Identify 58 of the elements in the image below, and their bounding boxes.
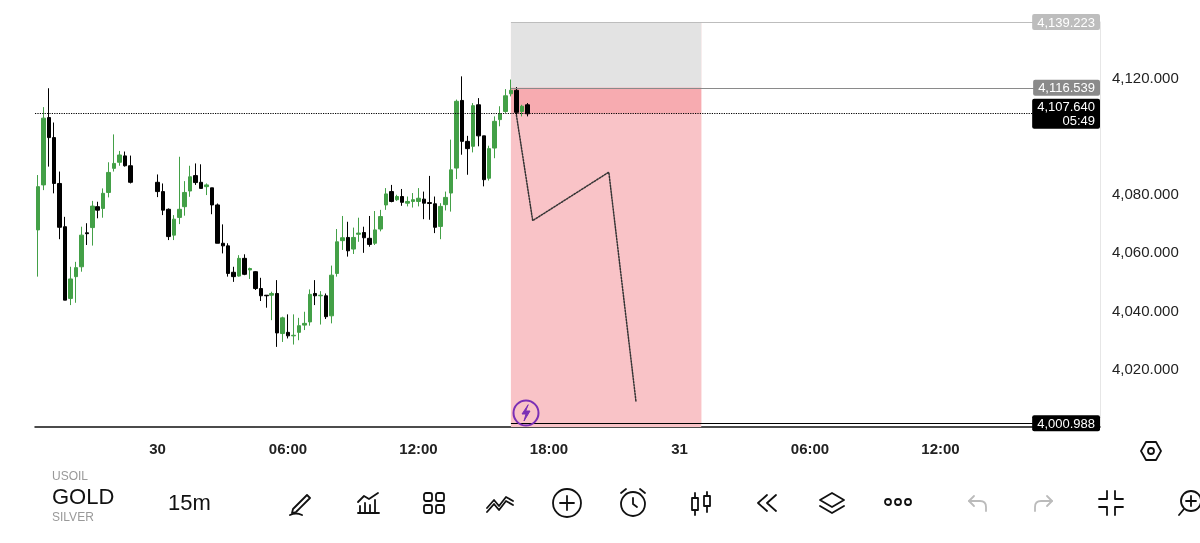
text: USOIL — [52, 469, 89, 483]
candlestick — [351, 227, 356, 255]
candlestick — [248, 267, 252, 280]
x-tick-label: 12:00 — [921, 440, 960, 457]
ref-line-label: 4,107.640 05:49 — [1037, 99, 1095, 129]
text: GOLD — [52, 483, 116, 511]
candlestick — [172, 214, 176, 241]
y-tick-label: 4,020.000 — [1112, 359, 1179, 377]
candlestick — [454, 99, 459, 180]
candlestick — [188, 165, 192, 198]
x-tick-label: 06:00 — [268, 440, 308, 457]
candlestick — [400, 188, 404, 207]
candlestick — [449, 139, 453, 213]
candlestick — [443, 191, 448, 211]
candlestick — [237, 254, 241, 278]
candlestick — [438, 202, 443, 240]
candlestick — [356, 217, 361, 243]
candlestick — [318, 290, 323, 326]
candlestick — [269, 291, 274, 321]
candlestick — [329, 265, 334, 324]
candlestick — [204, 182, 209, 196]
x-tick-label: 12:00 — [399, 440, 438, 457]
y-tick-label: 4,040.000 — [1112, 301, 1179, 319]
candlestick — [313, 279, 317, 306]
candlestick — [182, 180, 187, 217]
candlestick — [286, 313, 290, 339]
ref-line-label: 4,000.988 — [1037, 415, 1095, 431]
candlestick — [471, 102, 475, 153]
x-tick-label: 31 — [671, 440, 688, 457]
y-tick-label: 4,120.000 — [1112, 69, 1179, 87]
candlestick — [335, 228, 339, 278]
candlestick — [324, 292, 328, 320]
candlestick — [340, 215, 345, 251]
x-tick-label: 06:00 — [790, 440, 830, 457]
x-tick-label: 18:00 — [529, 440, 569, 457]
candlestick — [275, 279, 279, 348]
candlestick — [362, 226, 366, 254]
candlestick — [509, 79, 513, 97]
candlestick — [308, 288, 312, 327]
candlestick — [367, 215, 372, 248]
y-tick-label: 4,080.000 — [1112, 185, 1179, 203]
candlestick — [389, 184, 394, 203]
candlestick — [520, 104, 524, 117]
x-tick-label: 30 — [149, 440, 166, 457]
ref-line-label: 4,116.539 — [1038, 80, 1095, 96]
candlestick — [242, 253, 247, 276]
candlestick — [498, 105, 502, 127]
candlestick — [384, 187, 388, 211]
candlestick — [395, 194, 399, 202]
text: 15m — [168, 490, 211, 516]
candlestick — [177, 156, 182, 225]
ref-line-label: 4,139.223 — [1037, 14, 1095, 30]
text: SILVER — [52, 510, 95, 524]
candlestick — [280, 316, 285, 343]
candlestick — [346, 221, 350, 258]
y-tick-label: 4,060.000 — [1112, 243, 1179, 261]
candlestick — [291, 313, 296, 346]
candlestick — [503, 88, 508, 114]
